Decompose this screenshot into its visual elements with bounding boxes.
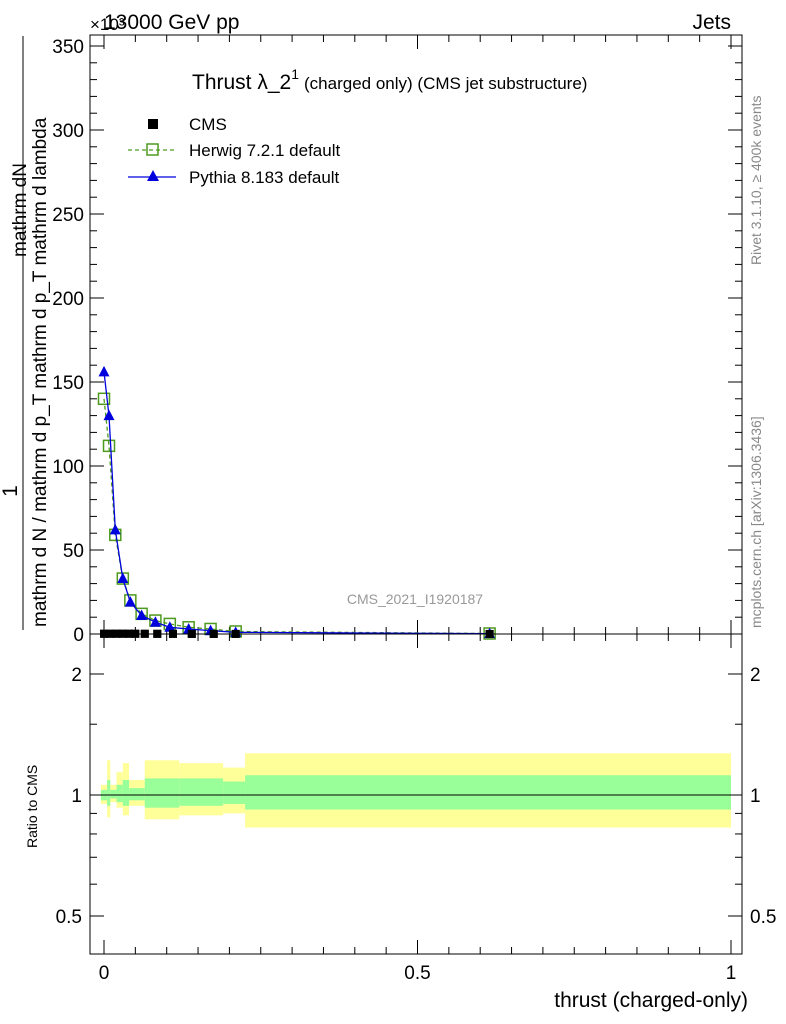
ratio-uncertainty-bands [100, 753, 731, 828]
herwig-point [102, 439, 116, 453]
pythia-point [117, 572, 129, 584]
main-x-ticks [103, 35, 732, 634]
pythia-point [149, 616, 161, 627]
ratio-band-green [116, 784, 123, 803]
process-label: Jets [692, 11, 731, 34]
pythia-point [109, 523, 121, 535]
ratio-plot-frame [89, 633, 743, 955]
main-ytick-label-5: 250 [52, 205, 84, 226]
ratio-band-green [223, 781, 246, 804]
main-plot-panel: 0 50 100 150 200 250 300 350 Thrust λ_21 (charge… [52, 34, 743, 646]
legend-herwig-marker [146, 143, 159, 156]
legend-cms-label: CMS [189, 115, 227, 134]
ratio-ytick-label-right-0: 0.5 [750, 907, 776, 928]
pythia-point [103, 409, 115, 421]
legend-pythia-marker [147, 170, 159, 181]
ratio-ytick-label-right-2: 2 [750, 665, 761, 686]
x-axis-label: thrust (charged-only) [554, 989, 748, 1012]
ratio-y-axis-label: Ratio to CMS [24, 765, 40, 848]
herwig-point [97, 392, 111, 406]
ratio-x-ticks: 0 0.5 1 [99, 634, 737, 984]
ratio-xtick-label-1: 0.5 [404, 963, 430, 984]
main-ytick-label-4: 200 [52, 289, 84, 310]
y-label-denominator: mathrm d N / mathrm d p_T mathrm d p_T m… [30, 117, 51, 627]
analysis-watermark: CMS_2021_I1920187 [347, 591, 483, 607]
main-y-ticks: 0 50 100 150 200 250 300 350 [52, 37, 742, 646]
ratio-band-green [129, 788, 145, 801]
main-ytick-label-7: 350 [52, 37, 84, 58]
pythia-point [164, 621, 176, 632]
y-label-one: 1 [0, 485, 22, 497]
collision-energy-label: 13000 GeV pp [104, 11, 239, 34]
ratio-y-ticks: 0.5 0.5 1 1 2 2 [56, 665, 777, 928]
legend-pythia-label: Pythia 8.183 default [189, 168, 340, 187]
ratio-band-green [179, 778, 224, 806]
ratio-ytick-label-0: 0.5 [56, 907, 82, 928]
ratio-band-green [144, 778, 180, 808]
ratio-band-green [107, 779, 111, 806]
ratio-band-green [110, 789, 117, 799]
legend-herwig-label: Herwig 7.2.1 default [189, 141, 340, 160]
ratio-band-green [245, 775, 731, 810]
mcplots-label: mcplots.cern.ch [arXiv:1306.3436] [748, 416, 764, 628]
ratio-ytick-label-2: 2 [71, 665, 82, 686]
ratio-ytick-label-1: 1 [71, 786, 82, 807]
y-axis-exponent: ×10³ [90, 15, 125, 34]
main-ytick-label-0: 0 [73, 625, 84, 646]
rivet-version-label: Rivet 3.1.10, ≥ 400k events [748, 95, 764, 265]
plot-title: Thrust λ_21 (charged only) (CMS jet subst… [192, 66, 587, 94]
pythia-point [98, 365, 110, 377]
pythia-point [124, 596, 136, 607]
main-ytick-label-1: 50 [63, 541, 84, 562]
ratio-ytick-label-right-1: 1 [750, 786, 761, 807]
ratio-plot-panel: 0.5 0.51 12 2 0 0.5 1 [56, 633, 777, 984]
y-label-numerator-top: mathrm dN [10, 163, 31, 257]
plot-title-main: Thrust λ_2 [192, 71, 291, 94]
main-y-axis-label: mathrm dN 1 mathrm d N / mathrm d p_T ma… [0, 36, 51, 630]
pythia-point [136, 609, 148, 621]
legend-cms-marker [148, 119, 158, 129]
main-plot-frame [89, 34, 743, 635]
main-ytick-label-6: 300 [52, 121, 84, 142]
ratio-band-green [122, 779, 130, 806]
ratio-xtick-label-2: 1 [726, 963, 737, 984]
main-ytick-label-2: 100 [52, 457, 84, 478]
ratio-xtick-label-0: 0 [99, 963, 110, 984]
legend: CMS Herwig 7.2.1 default Pythia 8.183 de… [128, 115, 340, 187]
plot-title-rest: (charged only) (CMS jet substructure) [304, 74, 587, 93]
plot-title-superscript: 1 [291, 66, 299, 82]
main-ytick-label-3: 150 [52, 373, 84, 394]
